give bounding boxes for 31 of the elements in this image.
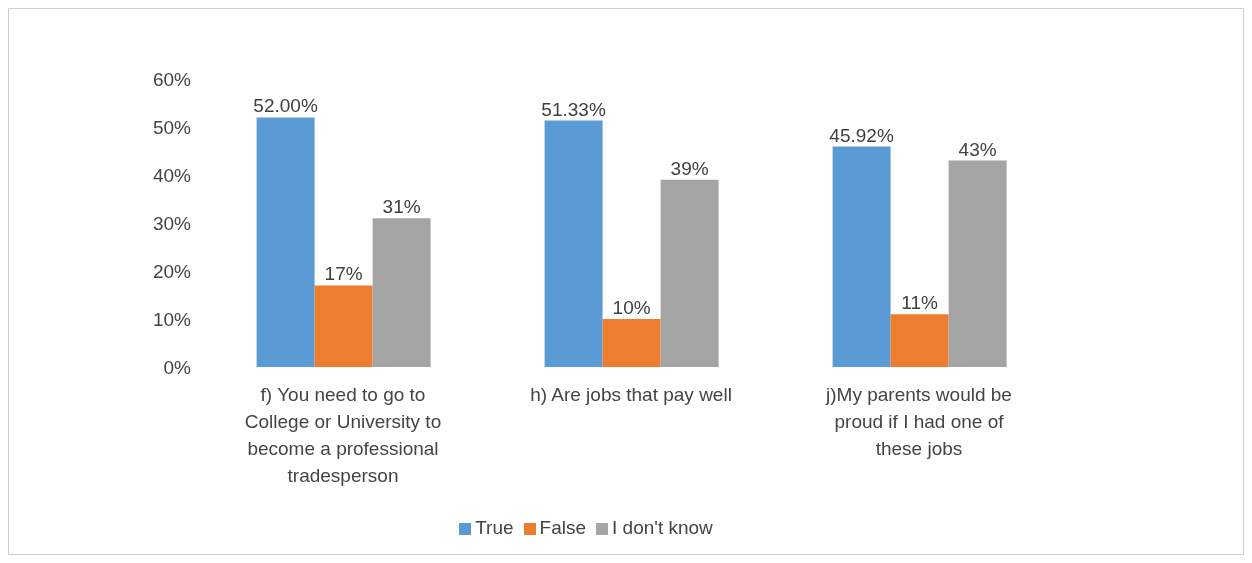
legend-label: False — [539, 517, 587, 538]
bar — [948, 160, 1007, 367]
data-label: 45.92% — [829, 124, 894, 146]
data-label: 51.33% — [541, 98, 606, 120]
x-tick-label: j)My parents would be proud if I had one of these jobs — [825, 384, 1012, 459]
data-label: 10% — [612, 297, 651, 318]
bar — [256, 117, 315, 367]
data-label: 31% — [382, 196, 421, 218]
y-tick-label: 10% — [152, 308, 192, 330]
y-tick-label: 30% — [152, 212, 192, 234]
bar — [544, 120, 603, 367]
y-tick-label: 60% — [152, 68, 192, 90]
bar — [832, 146, 891, 367]
legend-label: True — [475, 517, 514, 538]
x-tick-label: f) You need to go to College or University to become a professional tradesperson — [244, 384, 442, 486]
x-tick-label: h) Are jobs that pay well — [530, 384, 732, 405]
y-tick-label: 20% — [152, 260, 192, 282]
y-tick-label: 0% — [163, 356, 192, 378]
y-tick-label: 50% — [152, 116, 192, 138]
data-label: 39% — [670, 157, 709, 179]
data-label: 17% — [324, 263, 363, 285]
data-label: 52.00% — [253, 95, 318, 117]
data-label: 11% — [901, 292, 939, 314]
bar — [314, 285, 373, 367]
y-tick-label: 40% — [152, 164, 192, 186]
bar — [660, 179, 719, 367]
legend-label: I don't know — [612, 517, 713, 538]
data-label: 43% — [958, 138, 997, 160]
bar — [890, 314, 949, 367]
bar — [372, 218, 431, 367]
bar — [602, 319, 661, 367]
